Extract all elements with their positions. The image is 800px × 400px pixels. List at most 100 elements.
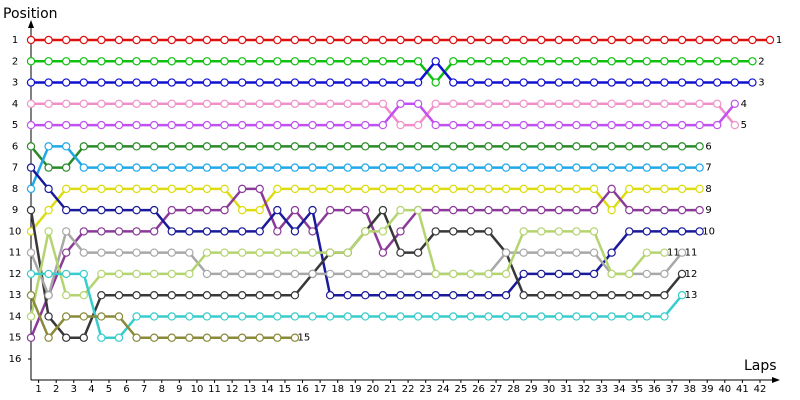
lap-point [431,227,440,236]
lap-point [167,184,176,194]
lap-point [625,142,634,151]
lap-point [484,269,493,279]
lap-point [519,269,528,279]
y-axis-arrow [28,20,34,28]
lap-point [466,78,476,87]
lap-point [97,35,106,45]
lap-point [589,120,599,130]
lap-point [114,312,124,321]
lap-point [554,142,564,151]
lap-point [695,184,704,194]
end-position-label: 1 [776,35,782,46]
lap-point [625,227,634,236]
lap-point [554,269,564,279]
lap-point [589,78,599,87]
lap-point [273,35,282,45]
lap-point [255,163,264,172]
lap-point [220,291,229,300]
lap-point [149,142,159,151]
x-tick-label: 11 [208,384,221,395]
lap-point [132,35,141,45]
lap-point [79,248,88,257]
lap-point [396,142,405,151]
lap-point [642,120,652,130]
lap-point [748,78,757,87]
lap-point [607,312,616,321]
lap-point [431,99,440,109]
lap-point [484,142,493,151]
lap-point [378,120,388,130]
lap-point [273,227,282,236]
lap-point [501,35,511,45]
lap-point [44,57,53,66]
lap-point [26,291,36,300]
lap-point [220,57,229,66]
lap-point [519,57,528,66]
lap-point [237,163,247,172]
lap-point [378,78,388,87]
lap-point [202,120,212,130]
lap-point [308,78,317,87]
end-position-label: 4 [741,99,747,110]
lap-point [185,205,194,215]
lap-point [607,120,616,130]
lap-point [537,205,546,215]
lap-point [114,205,124,215]
lap-point [167,227,176,236]
lap-point [660,120,669,130]
lap-point [537,291,546,300]
lap-point [554,227,564,236]
lap-point [255,35,264,45]
lap-point [255,291,264,300]
lap-point [519,227,528,236]
lap-point [114,333,124,342]
lap-point [695,205,704,215]
lap-point [413,78,423,87]
lap-point [220,99,229,109]
lap-point [642,35,652,45]
lap-point [642,291,652,300]
lap-point [713,99,722,109]
lap-point [431,269,440,279]
lap-point [132,269,141,279]
lap-point [44,333,53,342]
lap-point [554,205,564,215]
lap-point [44,35,53,45]
lap-point [519,248,528,257]
lap-point [554,35,564,45]
lap-point [730,99,740,109]
x-tick-label: 33 [595,384,608,395]
lap-point [220,248,229,257]
y-tick-label: 16 [9,354,22,365]
y-tick-label: 3 [12,78,18,89]
x-tick-label: 40 [718,384,731,395]
lap-point [378,35,388,45]
lap-point [97,312,106,321]
lap-point [466,142,476,151]
lap-point [519,78,528,87]
lap-point [79,142,88,151]
end-position-label: 11 [685,248,698,259]
lap-point [361,205,370,215]
lap-point [396,248,405,257]
y-tick-label: 1 [12,35,18,46]
lap-point [361,78,370,87]
lap-point [677,205,687,215]
lap-point [343,184,352,194]
lap-point [44,269,53,279]
lap-point [237,269,247,279]
lap-point [325,35,335,45]
lap-point [185,184,194,194]
x-axis-title: Laps [744,358,777,374]
y-tick-label: 2 [12,56,18,67]
x-tick-label: 3 [71,384,77,395]
lap-point [519,312,528,321]
lap-point [519,291,528,300]
lap-point [625,99,634,109]
x-tick-label: 34 [613,384,626,395]
lap-point [677,35,687,45]
lap-point [149,269,159,279]
lap-point [237,142,247,151]
y-tick-label: 14 [9,311,22,322]
lap-point [449,163,458,172]
